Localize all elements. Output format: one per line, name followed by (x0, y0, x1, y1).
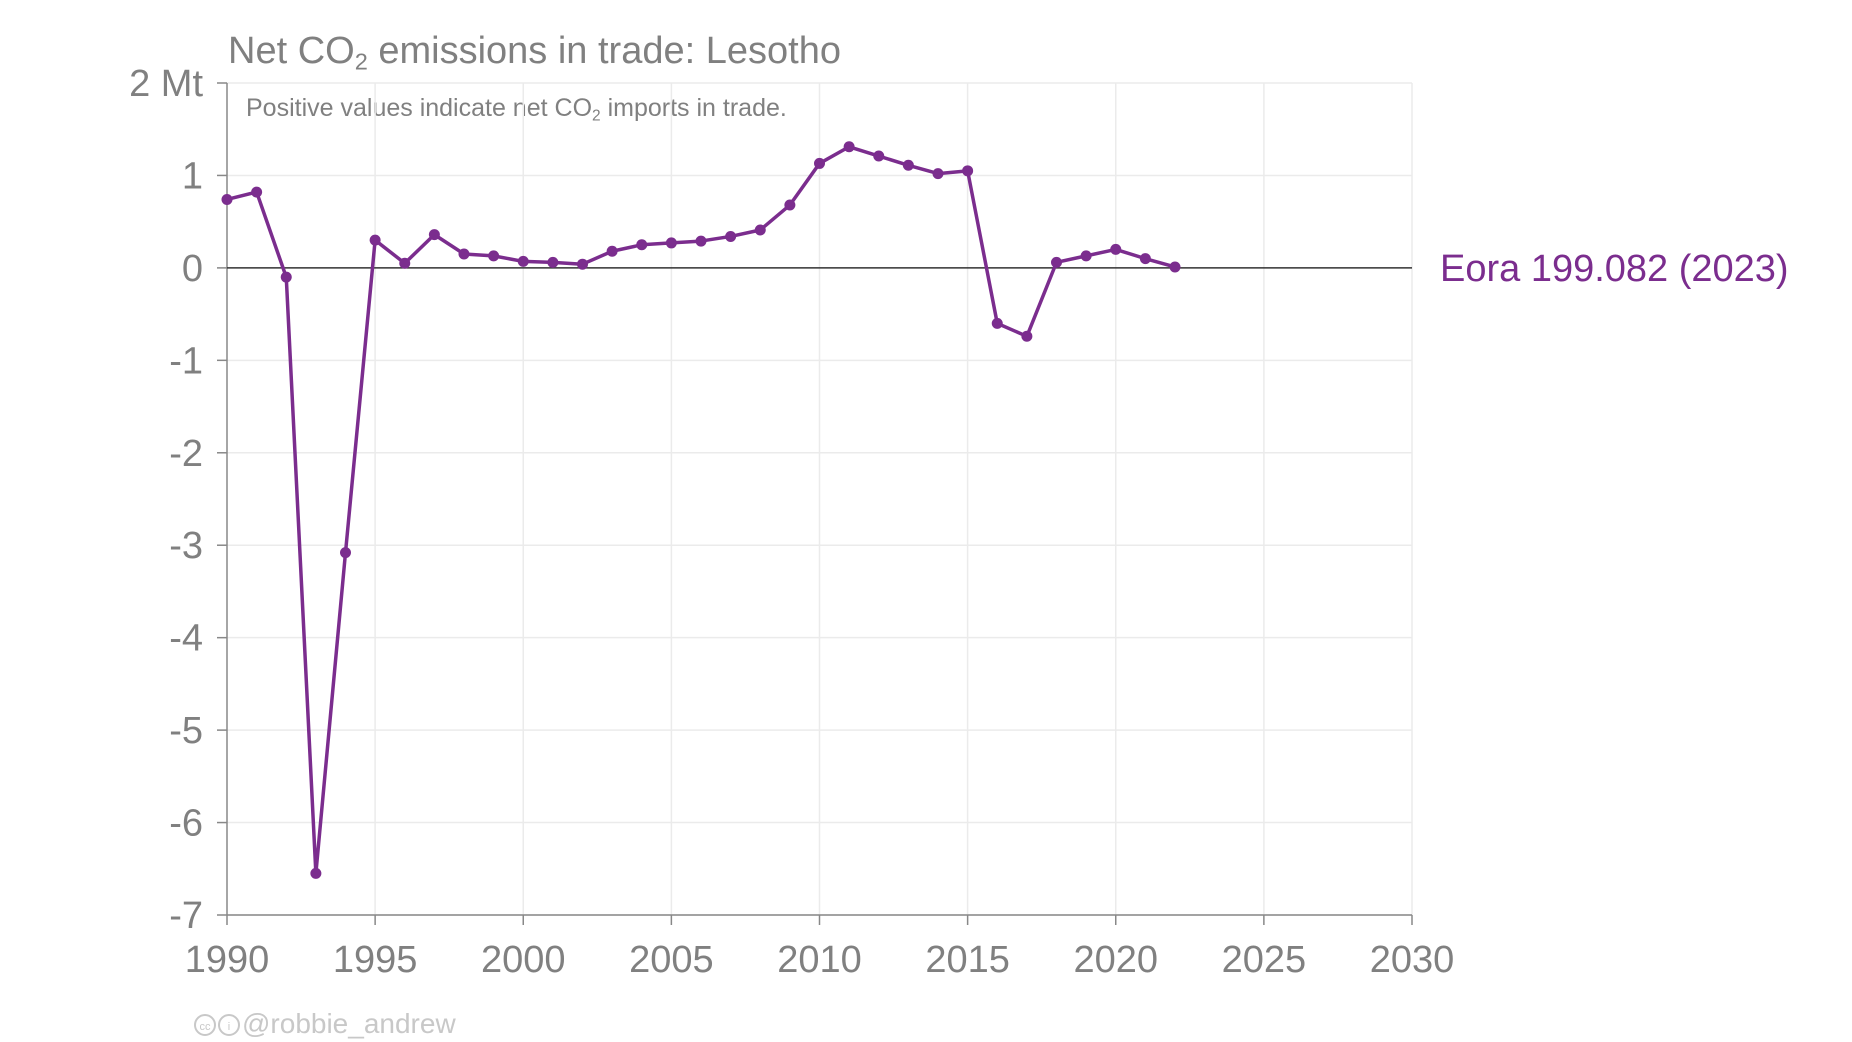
y-tick-label: 1 (182, 155, 203, 197)
y-tick-label: -5 (169, 710, 203, 752)
data-point (784, 199, 796, 211)
data-point (1051, 256, 1062, 268)
x-tick-label: 1990 (185, 939, 270, 981)
data-point (1080, 250, 1092, 262)
series-line (226, 145, 1176, 876)
grid-lines (227, 82, 1413, 916)
y-tick-label: -1 (169, 340, 203, 382)
y-tick-label: -7 (169, 895, 203, 937)
data-point (932, 168, 944, 180)
data-point (754, 224, 766, 236)
data-point (488, 250, 500, 262)
data-point (577, 258, 588, 270)
chart-subtitle: Positive values indicate net CO2 imports… (246, 94, 787, 125)
data-point (814, 157, 825, 169)
data-point (962, 165, 974, 177)
data-point (458, 248, 470, 260)
y-tick-label: -4 (169, 618, 203, 660)
y-tick-label: -2 (169, 433, 203, 475)
x-tick-label: 1995 (333, 939, 418, 981)
chart-title: Net CO2 emissions in trade: Lesotho (228, 30, 841, 75)
data-point (251, 186, 263, 198)
cc-icon: cc (194, 1014, 216, 1036)
data-point (1169, 261, 1181, 273)
credit-handle: @robbie_andrew (242, 1008, 456, 1039)
data-point (665, 237, 677, 249)
data-point (695, 235, 707, 247)
data-point (369, 234, 381, 246)
by-icon: i (218, 1014, 240, 1036)
data-point (1139, 253, 1151, 265)
series-layer (221, 141, 1181, 879)
data-point (280, 271, 292, 283)
x-tick-label: 2015 (925, 939, 1010, 981)
data-point (547, 256, 559, 268)
data-point (725, 230, 737, 242)
data-point (843, 141, 855, 153)
series-label: Eora 199.082 (2023) (1440, 248, 1789, 290)
data-point (636, 239, 648, 251)
data-point (221, 193, 233, 205)
y-tick-label: 0 (182, 248, 203, 290)
y-tick-label: -3 (169, 525, 203, 567)
data-point (340, 547, 351, 559)
y-tick-label: 2 Mt (129, 63, 203, 105)
data-point (517, 255, 529, 267)
data-point (399, 257, 411, 269)
data-point (1110, 243, 1122, 255)
x-tick-label: 2030 (1370, 939, 1455, 981)
x-tick-label: 2025 (1222, 939, 1307, 981)
data-point (310, 867, 322, 879)
axes (217, 82, 1413, 925)
y-tick-label: -6 (169, 803, 203, 845)
x-tick-label: 2010 (777, 939, 862, 981)
x-tick-label: 2020 (1073, 939, 1158, 981)
data-point (991, 317, 1003, 329)
x-tick-label: 2005 (629, 939, 714, 981)
data-point (873, 150, 885, 162)
credit: cc i @robbie_andrew (194, 1008, 456, 1040)
data-point (902, 159, 914, 171)
data-point (1021, 330, 1033, 342)
data-point (428, 229, 440, 241)
x-tick-label: 2000 (481, 939, 566, 981)
data-point (606, 245, 618, 257)
